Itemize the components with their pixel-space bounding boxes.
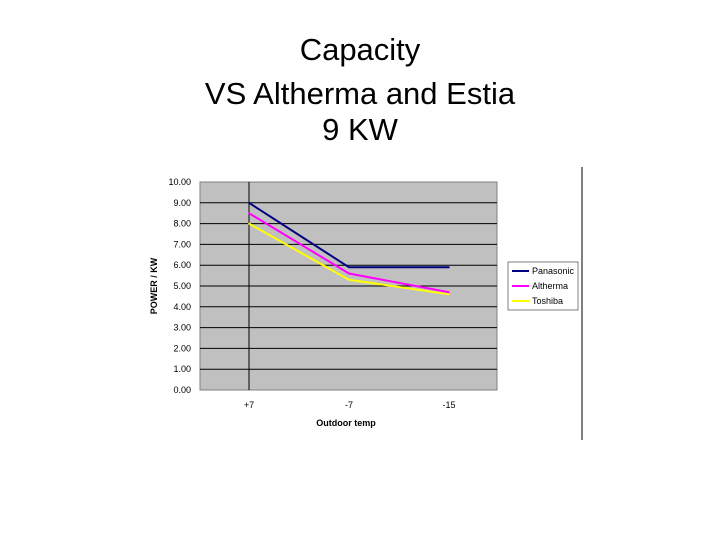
data-point-toshiba <box>348 278 350 281</box>
y-tick-label: 8.00 <box>173 219 191 229</box>
x-tick-label: -7 <box>345 400 353 410</box>
y-axis-label: POWER / KW <box>149 257 159 314</box>
data-point-toshiba <box>248 222 250 225</box>
y-tick-label: 2.00 <box>173 343 191 353</box>
x-tick-label: +7 <box>244 400 254 410</box>
x-tick-label: -15 <box>442 400 455 410</box>
data-point-altherma <box>248 212 250 214</box>
y-tick-label: 9.00 <box>173 198 191 208</box>
data-point-panasonic <box>348 266 350 269</box>
data-point-altherma <box>448 291 450 294</box>
slide-title-line-2: VS Altherma and Estia <box>204 76 516 111</box>
data-point-toshiba <box>448 293 450 296</box>
legend-label-altherma: Altherma <box>532 281 568 291</box>
data-point-panasonic <box>248 202 250 204</box>
y-tick-label: 6.00 <box>173 260 191 270</box>
slide-title-line-1: Capacity <box>299 32 421 67</box>
y-tick-label: 1.00 <box>173 364 191 374</box>
data-point-panasonic <box>448 266 450 269</box>
y-tick-label: 3.00 <box>173 323 191 333</box>
legend: Panasonic Altherma Toshiba <box>507 261 579 311</box>
y-tick-label: 10.00 <box>168 177 191 187</box>
y-tick-label: 0.00 <box>173 385 191 395</box>
y-tick-label: 5.00 <box>173 281 191 291</box>
legend-label-panasonic: Panasonic <box>532 266 575 276</box>
slide-title-line-3: 9 KW <box>322 112 398 147</box>
y-tick-label: 4.00 <box>173 302 191 312</box>
x-axis-label: Outdoor temp <box>316 418 376 428</box>
data-point-altherma <box>348 272 350 275</box>
legend-label-toshiba: Toshiba <box>532 296 563 306</box>
y-tick-label: 7.00 <box>173 239 191 249</box>
